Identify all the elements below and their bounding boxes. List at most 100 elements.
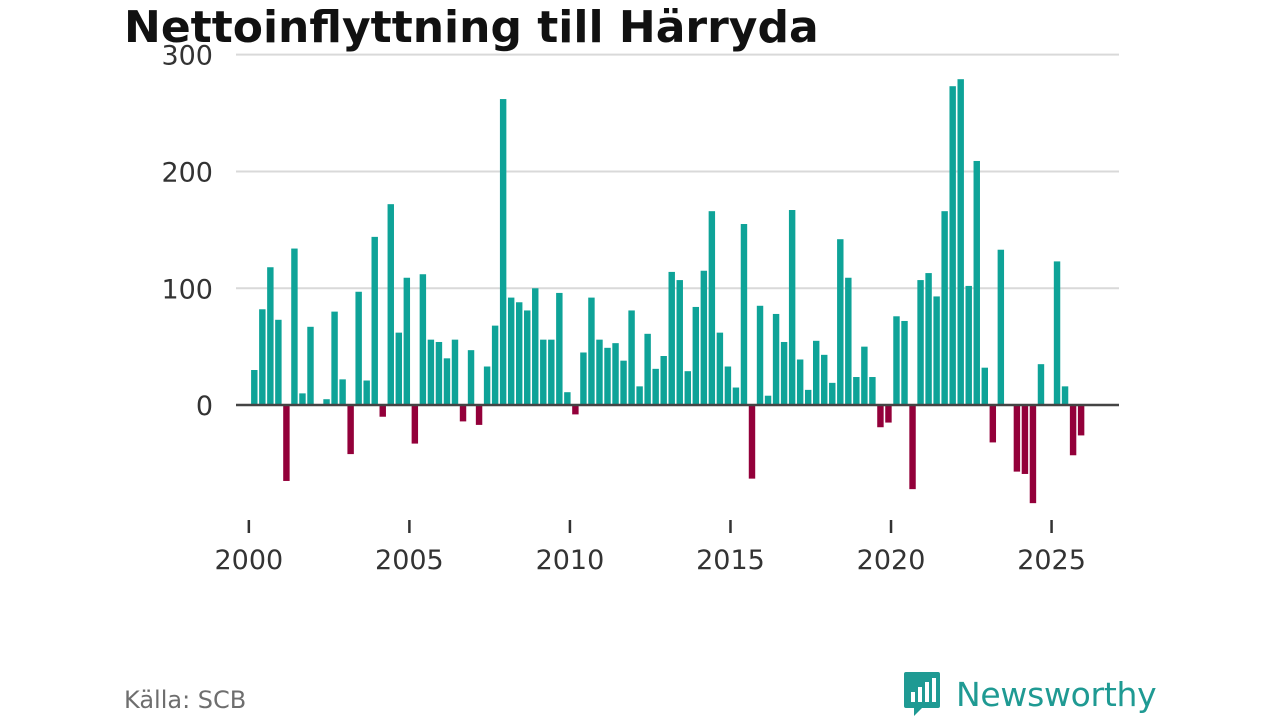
bar <box>580 352 587 406</box>
x-tick-label: 2020 <box>857 545 926 576</box>
bar <box>997 249 1005 406</box>
bar <box>620 360 627 406</box>
bar <box>267 267 274 406</box>
bar <box>1053 261 1061 406</box>
bar <box>596 339 603 406</box>
bar <box>499 99 507 406</box>
x-tick-label: 2010 <box>536 545 605 576</box>
grid-lines <box>236 53 1119 290</box>
bar <box>259 309 266 406</box>
bar <box>275 319 282 406</box>
bar <box>740 224 748 406</box>
bar <box>957 79 964 406</box>
bar <box>307 326 314 406</box>
bar <box>941 211 948 406</box>
bar <box>355 291 362 406</box>
bar <box>435 341 443 406</box>
bar <box>804 389 812 406</box>
bar <box>491 325 499 406</box>
bar <box>788 210 796 406</box>
bar <box>1029 405 1037 504</box>
bar <box>909 405 916 490</box>
bar <box>716 332 724 406</box>
bar <box>427 339 435 406</box>
bar <box>251 370 258 406</box>
bar <box>949 86 956 406</box>
bar <box>1069 405 1077 456</box>
bar <box>901 320 908 406</box>
bar <box>331 311 338 406</box>
bar <box>660 356 667 406</box>
bar <box>475 405 483 425</box>
bar <box>612 343 619 406</box>
bar <box>524 310 531 406</box>
bar <box>283 405 290 481</box>
bar <box>861 346 868 406</box>
bar <box>732 387 740 406</box>
bar <box>748 405 756 479</box>
bar <box>371 236 378 406</box>
bar <box>299 393 306 406</box>
bars <box>251 79 1085 504</box>
bar <box>572 405 579 415</box>
bar <box>692 306 700 406</box>
bar <box>403 277 411 406</box>
bar <box>893 316 900 406</box>
x-axis: 2000 2005 2010 2015 2020 2025 <box>214 520 1086 576</box>
bar <box>291 248 298 406</box>
bar <box>756 305 764 406</box>
bar <box>853 377 860 406</box>
bar <box>556 292 563 406</box>
bar <box>764 395 772 406</box>
y-tick-label: 300 <box>161 41 213 72</box>
bar <box>1021 405 1029 474</box>
bar <box>411 405 419 444</box>
bar-chart: 2000 2005 2010 2015 2020 2025 0 100 200 300 <box>161 41 1119 576</box>
bar <box>451 339 459 406</box>
bar <box>933 296 940 406</box>
newsworthy-chart-icon <box>904 672 940 716</box>
brand-logo[interactable]: Newsworthy <box>902 670 1157 718</box>
bar <box>323 399 330 406</box>
y-tick-label: 100 <box>161 274 213 305</box>
bar <box>628 310 635 406</box>
bar <box>540 339 547 406</box>
bar <box>387 204 394 406</box>
bar <box>548 339 555 406</box>
bar <box>925 273 932 406</box>
bar <box>379 405 386 417</box>
bar <box>515 302 523 406</box>
bar <box>1077 405 1085 436</box>
bar <box>684 371 691 406</box>
bar <box>636 386 643 406</box>
bar <box>981 367 988 406</box>
bar <box>604 347 611 406</box>
bar <box>1037 364 1045 406</box>
bar <box>965 285 972 406</box>
bar <box>532 288 539 406</box>
bar <box>796 359 804 406</box>
chart-title: Nettoinflyttning till Härryda <box>124 2 819 53</box>
bar <box>1061 386 1069 406</box>
bar <box>813 340 820 406</box>
y-axis: 0 100 200 300 <box>161 41 213 422</box>
bar <box>1013 405 1021 472</box>
bar <box>877 405 884 428</box>
bar <box>459 405 467 422</box>
bar <box>829 382 836 406</box>
bar <box>708 211 716 406</box>
bar <box>917 280 924 406</box>
bar <box>700 270 708 406</box>
source-label: Källa: SCB <box>124 686 247 714</box>
x-tick-label: 2005 <box>375 545 444 576</box>
bar <box>339 379 346 406</box>
bar <box>564 392 571 406</box>
bar <box>347 405 354 455</box>
brand-name: Newsworthy <box>956 674 1157 714</box>
y-tick-label: 200 <box>161 157 213 188</box>
bar <box>443 358 451 406</box>
bar <box>652 368 659 406</box>
bar <box>821 354 828 406</box>
bar <box>724 366 732 406</box>
bar <box>772 313 780 406</box>
